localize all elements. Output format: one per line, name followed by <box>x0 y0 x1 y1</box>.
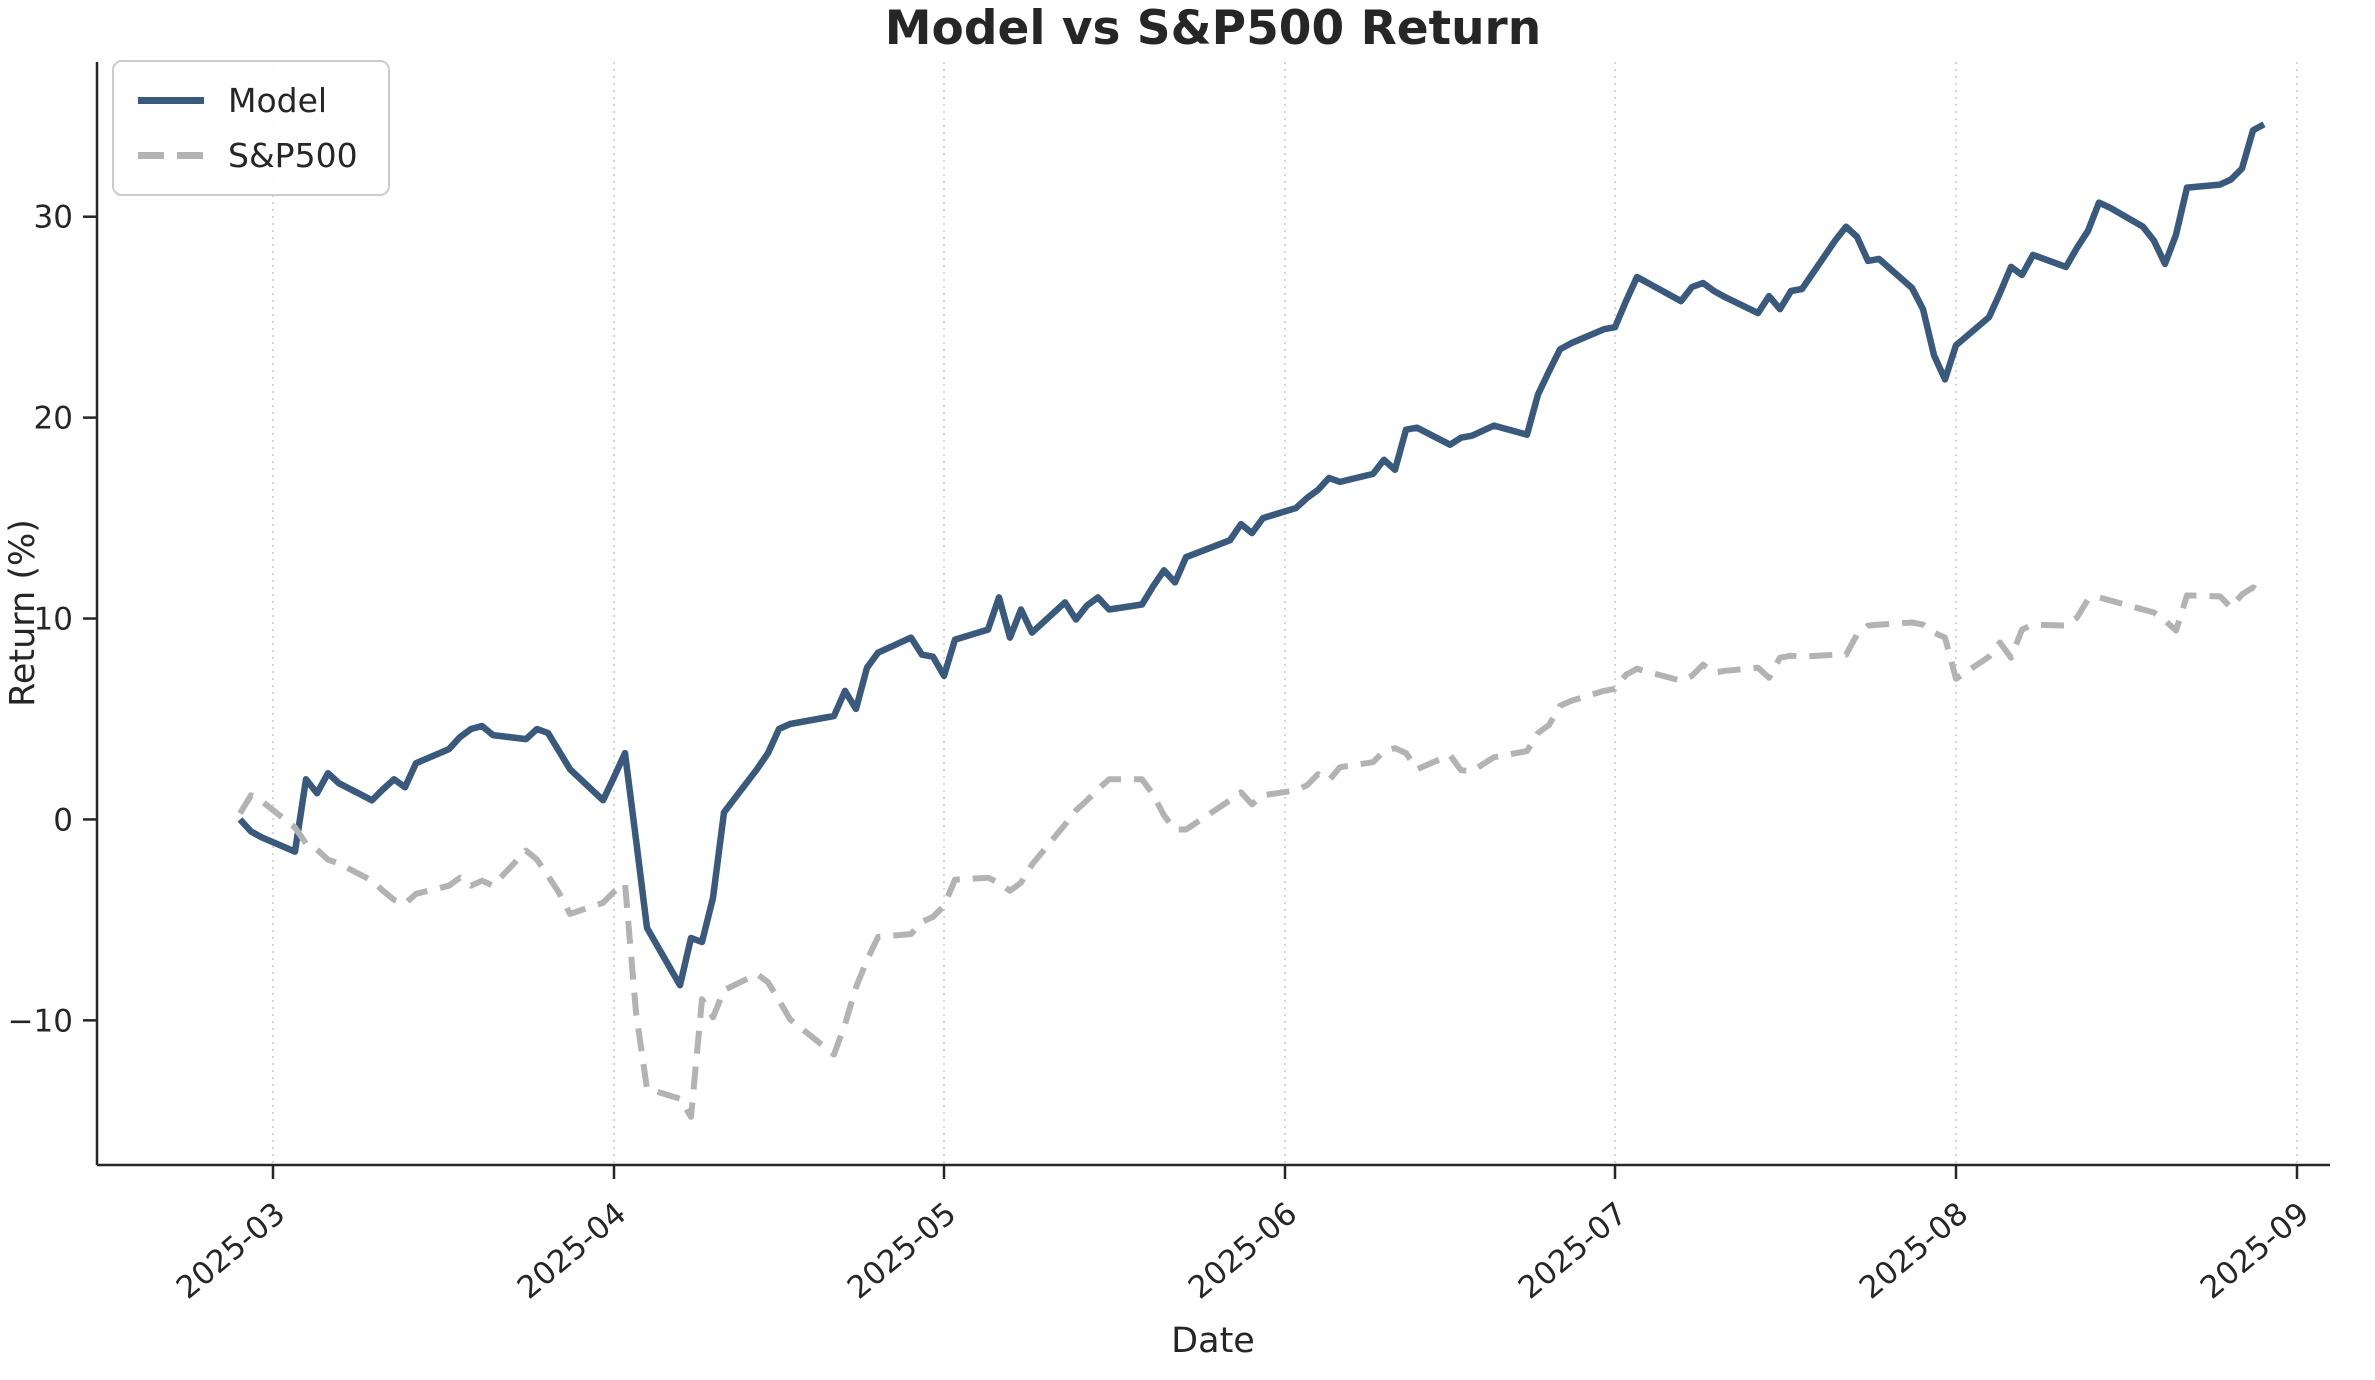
y-tick-label: 30 <box>34 200 73 236</box>
x-tick-label: 2025-05 <box>841 1196 963 1307</box>
y-tick-label: 20 <box>34 401 73 437</box>
axes: 2025-03 2025-04 2025-05 2025-06 2025-07 2025-… <box>8 62 2330 1306</box>
series-lines <box>237 121 2266 1120</box>
x-tick-label: 2025-07 <box>1512 1196 1634 1307</box>
sp500-series-line <box>237 584 2266 1120</box>
gridlines <box>272 62 2298 1165</box>
model-line-key-icon <box>138 97 204 104</box>
model-series-line <box>237 121 2266 989</box>
y-axis-label: Return (%) <box>3 519 43 707</box>
x-tick-label: 2025-08 <box>1853 1196 1975 1307</box>
x-tick-label: 2025-09 <box>2194 1196 2316 1307</box>
y-tick-label: 0 <box>53 802 73 838</box>
x-tick-label: 2025-06 <box>1182 1196 1304 1307</box>
sp500-line-key-icon <box>138 152 204 159</box>
legend-label-model: Model <box>228 81 328 120</box>
legend: Model S&P500 <box>112 60 390 196</box>
chart-title: Model vs S&P500 Return <box>885 1 1541 56</box>
legend-item-model: Model <box>138 84 358 117</box>
y-tick-label: 10 <box>34 602 73 638</box>
legend-label-sp500: S&P500 <box>228 136 358 175</box>
legend-item-sp500: S&P500 <box>138 139 358 172</box>
y-tick-label: −10 <box>8 1003 73 1039</box>
x-axis-label: Date <box>1171 1321 1255 1361</box>
x-tick-label: 2025-03 <box>170 1196 292 1307</box>
x-tick-label: 2025-04 <box>511 1196 633 1307</box>
